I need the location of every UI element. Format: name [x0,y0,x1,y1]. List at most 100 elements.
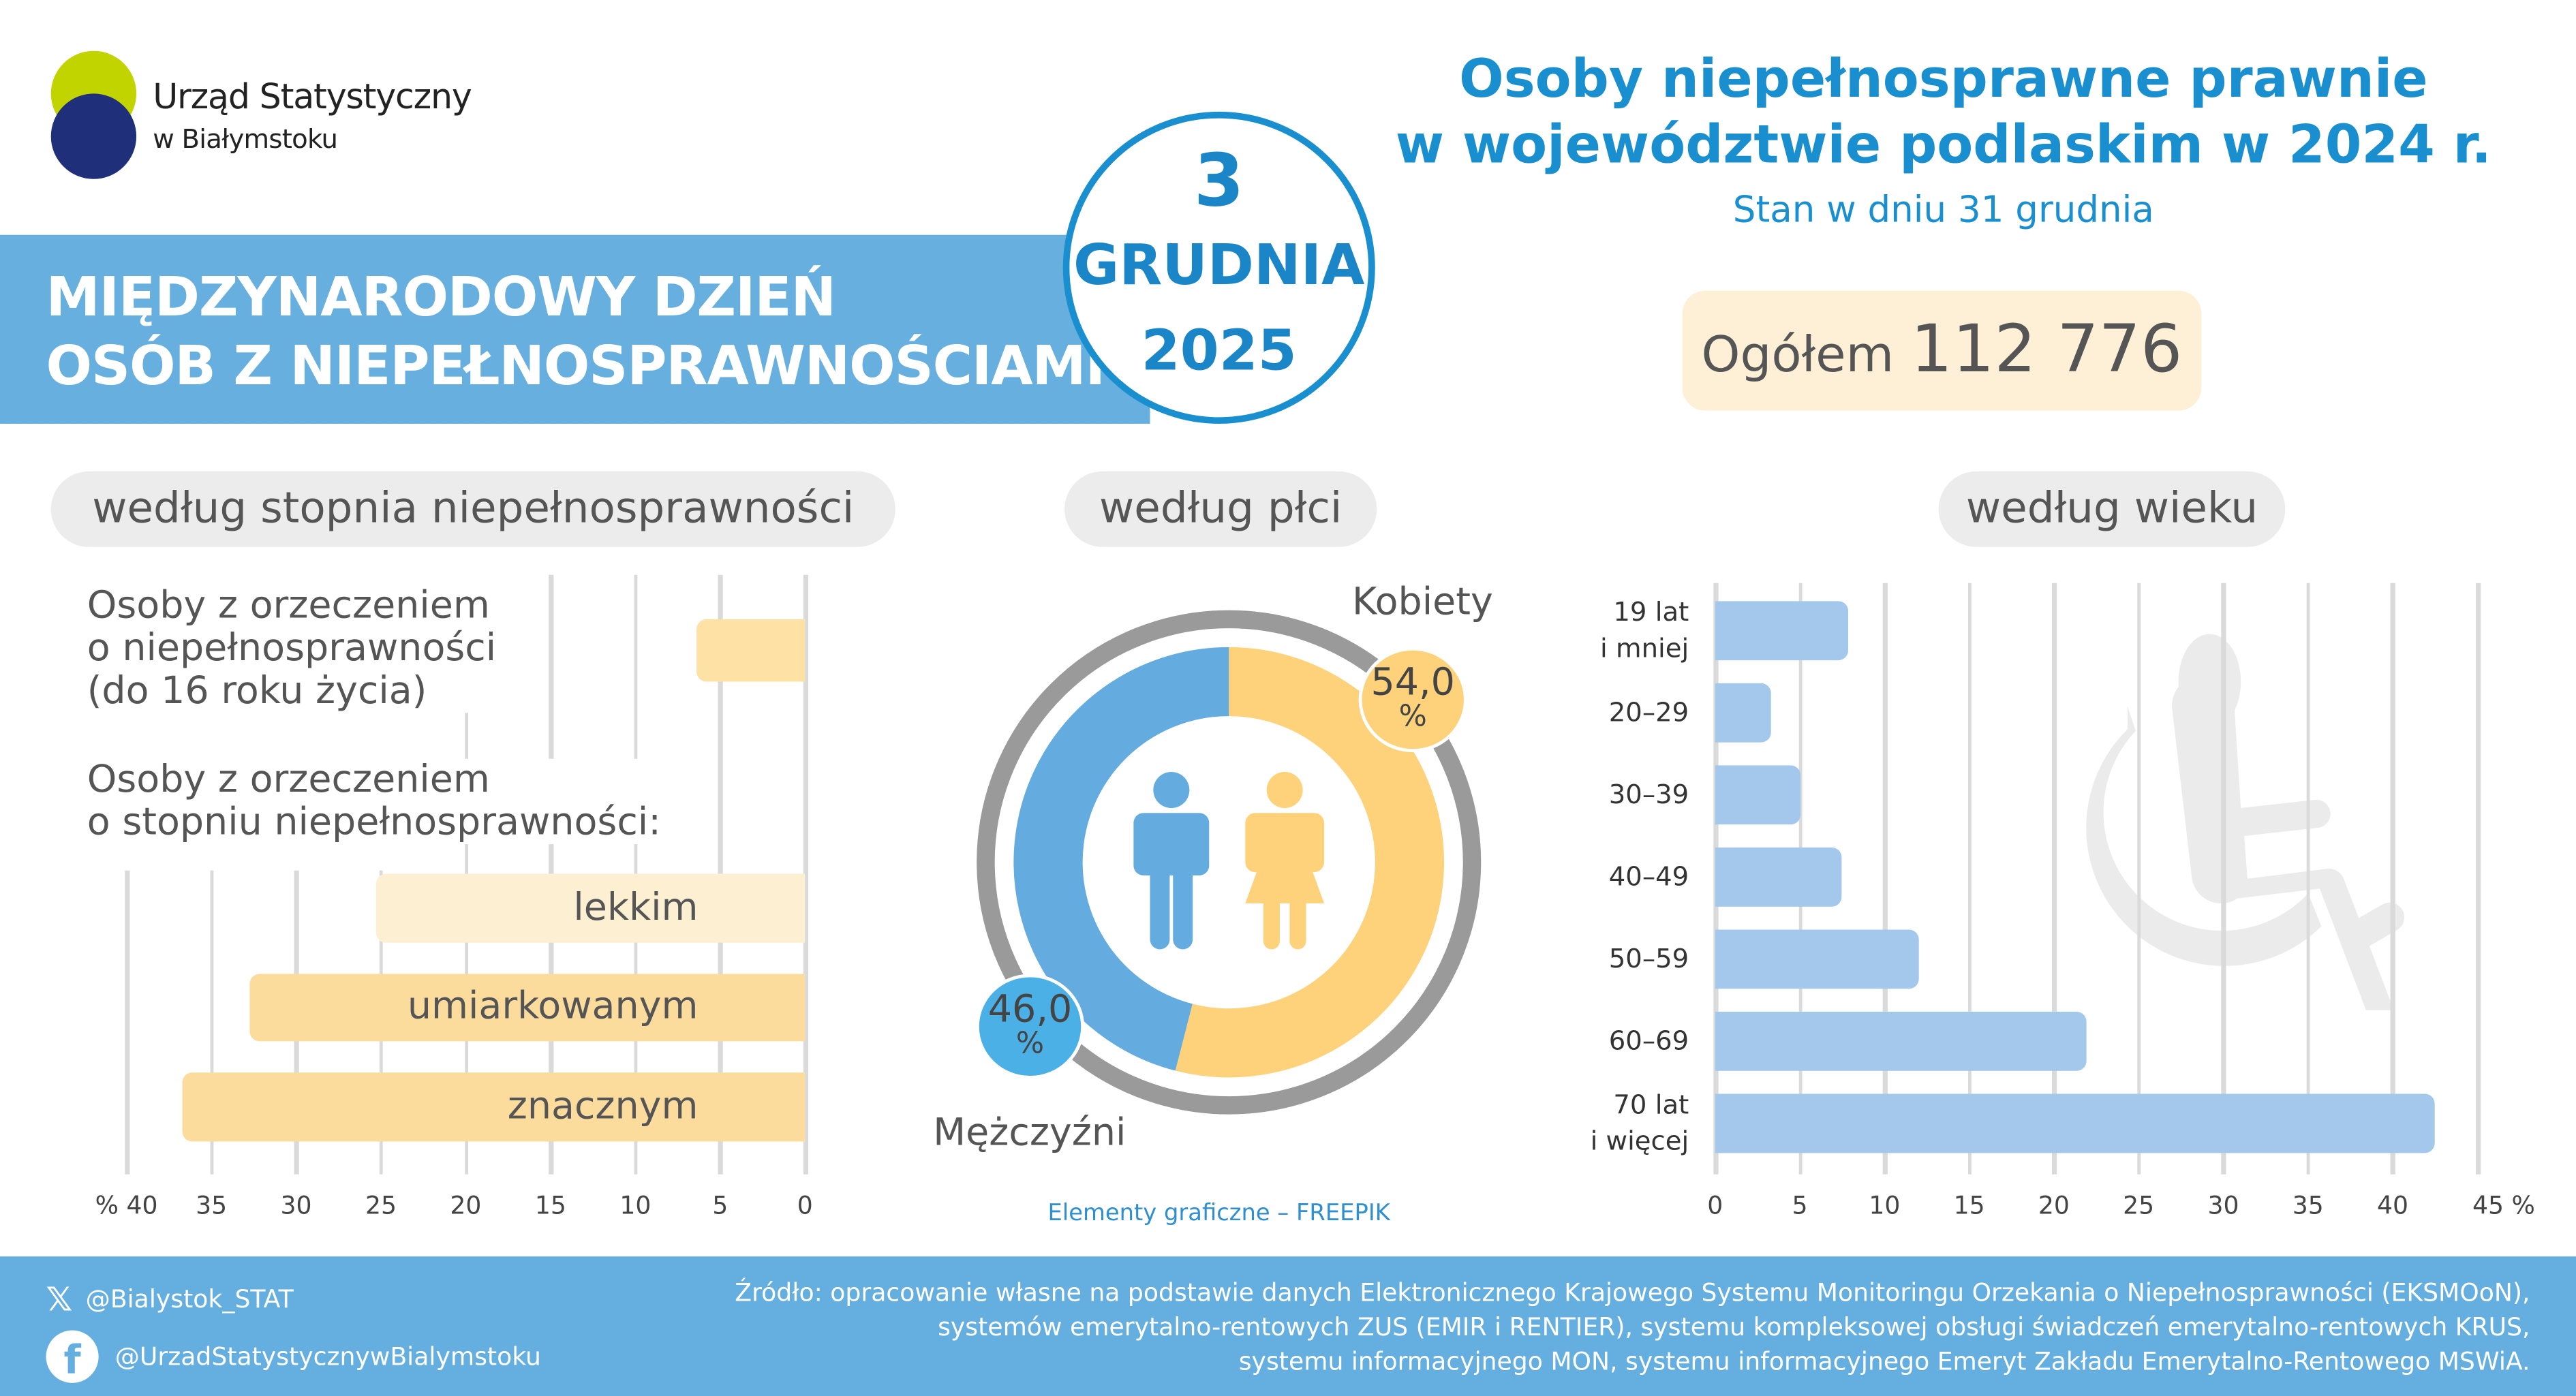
section-degree: według stopnia niepełnosprawności [50,471,895,547]
x-tick-label: 20 [2038,1190,2070,1221]
bar [1715,765,1800,825]
title-line: Osoby niepełnosprawne prawnie [1459,47,2428,110]
banner-line: MIĘDZYNARODOWY DZIEŃ [46,264,836,329]
source-line: systemów emerytalno-rentowych ZUS (EMIR … [938,1312,2530,1342]
total-label: Ogółem [1701,326,1895,385]
gridline [1882,583,1887,1175]
bar-label: umiarkowanym [407,985,699,1029]
total-box: Ogółem 112 776 [1682,290,2202,411]
men-figure-icon [1133,772,1210,950]
bar: znacznym [182,1072,806,1142]
category-label: 40–49 [1524,859,1689,895]
pct-sign: % [1398,699,1427,734]
x-tick-label: % 40 [95,1190,158,1221]
bar [1715,1093,2436,1153]
page-subtitle: Stan w dniu 31 grudnia [1732,190,2154,232]
date-month: GRUDNIA [1073,233,1365,299]
x-tick-label: 30 [2207,1190,2239,1221]
label-line: Osoby z orzeczeniem [87,585,490,627]
donut-outer-ring [977,610,1482,1115]
x-tick-label: 40 [2377,1190,2409,1221]
x-tick-label: 35 [196,1190,228,1221]
donut-slice-men [1013,647,1229,1071]
sex-donut-chart [977,610,1482,1115]
section-age: według wieku [1938,471,2286,547]
date-badge: 3 GRUDNIA 2025 [1062,111,1375,424]
label-line: 30–39 [1608,778,1689,810]
women-value-bubble: 54,0% [1358,647,1467,753]
label-line: i mniej [1600,632,1689,664]
x-tick-label: 25 [365,1190,397,1221]
gridline [125,870,129,1175]
bar [1715,601,1850,661]
x-tick-label: 45 % [2472,1190,2535,1221]
x-tick-label: 10 [1869,1190,1901,1221]
bar: umiarkowanym [250,974,806,1042]
facebook-link[interactable]: f @UrzadStatystycznywBialymstoku [46,1330,541,1383]
gridline [1967,583,1972,1175]
bar [1715,1011,2087,1071]
women-value: 54,0 [1370,662,1455,705]
label-line: o niepełnosprawności [87,627,497,670]
x-tick-label: 10 [619,1190,651,1221]
x-tick-label: 20 [450,1190,482,1221]
bar [1715,847,1843,907]
category-label: 50–59 [1524,941,1689,977]
logo-city: w Białymstoku [153,123,338,155]
men-value-bubble: 46,0% [975,974,1085,1079]
total-value: 112 776 [1910,312,2183,388]
label-line: (do 16 roku życia) [87,670,427,713]
label-line: 20–29 [1608,696,1689,728]
gridline [2136,583,2141,1175]
label-line: 50–59 [1608,942,1689,974]
category-label: 70 lat i więcej [1524,1087,1689,1160]
facebook-icon: f [46,1330,99,1383]
degree-chart: 0 5 10 15 20 25 30 35 % 40 lekkim umiarkowanym znac… [0,0,920,1248]
gridline [209,870,214,1175]
label-line: 70 lat [1613,1089,1689,1121]
label-line: 19 lat [1613,596,1689,627]
x-tick-label: 25 [2123,1190,2155,1221]
x-tick-label: 0 [1707,1190,1723,1221]
category-label: 19 lat i mniej [1524,595,1689,667]
gridline [803,574,808,1175]
date-year: 2025 [1141,318,1297,385]
twitter-link[interactable]: 𝕏 @Bialystok_STAT [46,1279,293,1319]
category-label: 20–29 [1524,695,1689,731]
donut-slice-women [1175,647,1445,1078]
label-line: i więcej [1590,1125,1689,1157]
title-line: w województwie podlaskim w 2024 r. [1395,113,2491,176]
degree-group2-label: Osoby z orzeczeniem o stopniu niepełnospr… [87,758,661,845]
footer: 𝕏 @Bialystok_STAT f @UrzadStatystycznywBia… [0,1256,2576,1396]
graphics-credit: Elementy graficzne – FREEPIK [1047,1200,1390,1227]
page-title: Osoby niepełnosprawne prawnie w województ… [1364,46,2524,177]
pct-sign: % [1015,1026,1045,1061]
banner-title: MIĘDZYNARODOWY DZIEŃ OSÓB Z NIEPEŁNOSPRAW… [46,263,1105,401]
gridline [2306,583,2311,1175]
logo-name: Urząd Statystyczny [153,77,472,117]
gridline [2475,583,2480,1175]
x-tick-label: 35 [2292,1190,2324,1221]
x-tick-label: 5 [712,1190,729,1221]
label-line: 60–69 [1608,1025,1689,1057]
facebook-handle: @UrzadStatystycznywBialymstoku [114,1341,541,1371]
banner-line: OSÓB Z NIEPEŁNOSPRAWNOŚCIAMI [46,333,1105,398]
men-label: Mężczyźni [933,1112,1126,1155]
bar-label: lekkim [573,886,699,930]
bar [1715,683,1771,743]
bar [1715,929,1919,989]
source-note: Źródło: opracowanie własne na podstawie … [735,1276,2530,1380]
women-label: Kobiety [1352,581,1493,625]
women-figure-icon [1245,772,1325,950]
source-line: Źródło: opracowanie własne na podstawie … [735,1277,2530,1307]
x-tick-label: 15 [1953,1190,1985,1221]
x-tick-label: 15 [534,1190,566,1221]
x-tick-label: 5 [1792,1190,1808,1221]
category-label: 60–69 [1524,1023,1689,1059]
gridline [2391,583,2395,1175]
bar: lekkim [375,873,806,943]
twitter-handle: @Bialystok_STAT [85,1284,294,1314]
age-chart: 0 5 10 15 20 25 30 35 40 45 % 19 lat i mniej 20–29 30… [1524,583,2535,1221]
gridline [2222,583,2226,1175]
x-icon: 𝕏 [46,1279,73,1319]
